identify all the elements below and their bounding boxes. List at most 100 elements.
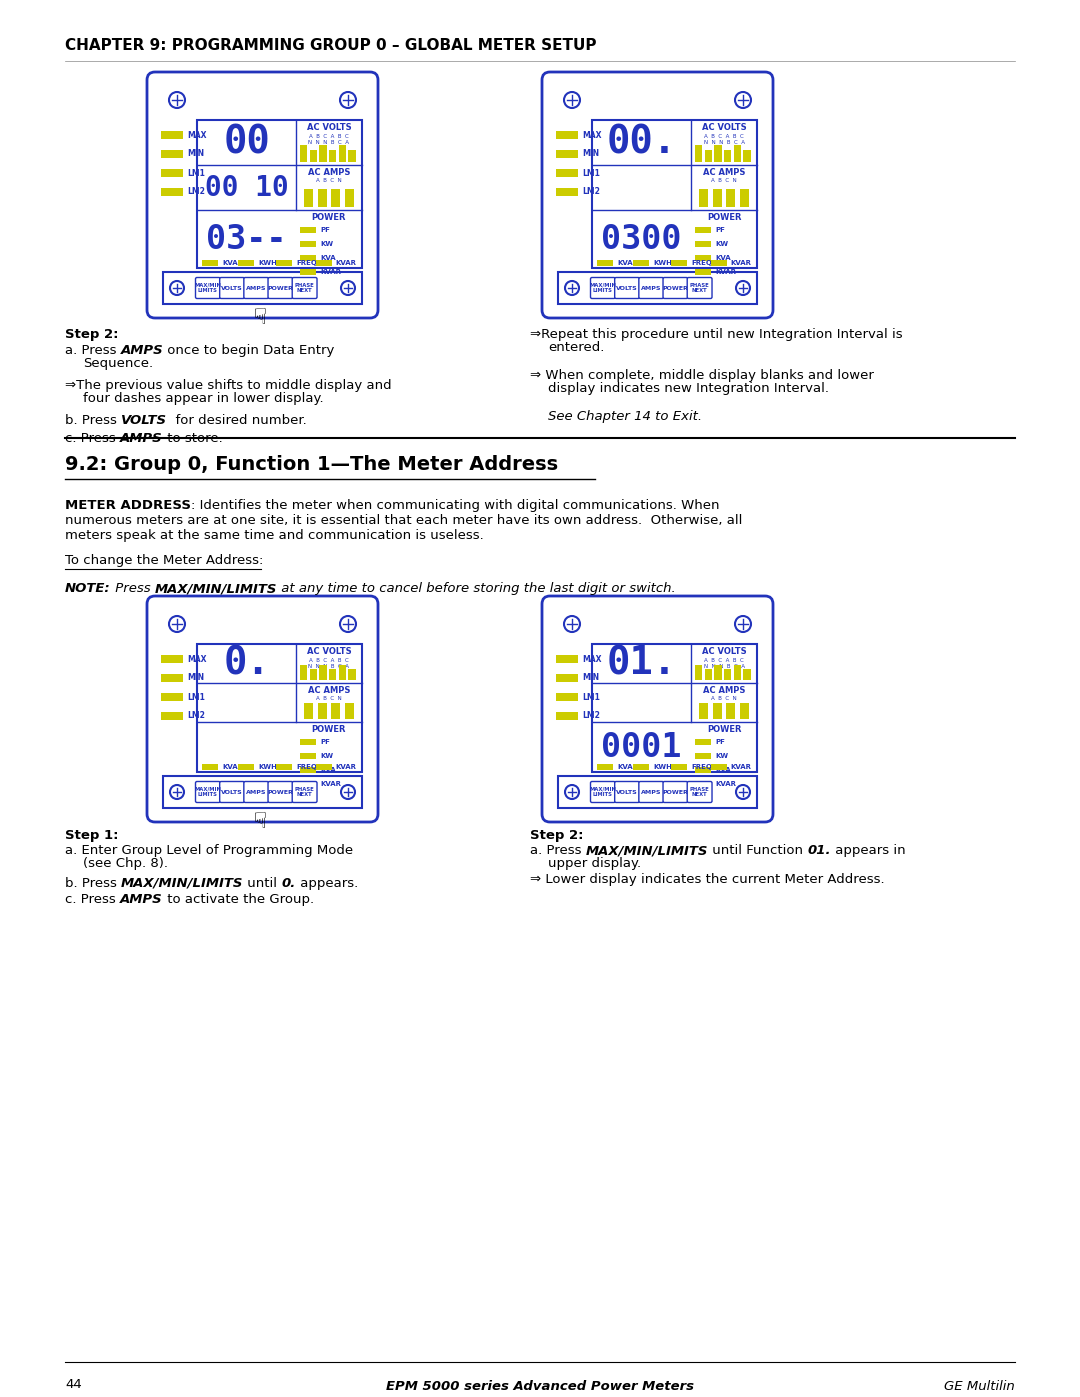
- Text: 00 10: 00 10: [204, 173, 288, 201]
- Bar: [300, 242, 316, 247]
- Text: upper display.: upper display.: [548, 856, 642, 870]
- Text: LM1: LM1: [187, 169, 205, 177]
- Bar: [161, 655, 183, 664]
- Bar: [161, 149, 183, 158]
- Text: for desired number.: for desired number.: [167, 414, 307, 427]
- Text: Step 1:: Step 1:: [65, 828, 119, 842]
- Text: AC VOLTS: AC VOLTS: [307, 647, 351, 655]
- Bar: [556, 149, 578, 158]
- Text: until: until: [243, 877, 282, 890]
- FancyBboxPatch shape: [268, 781, 293, 802]
- FancyBboxPatch shape: [219, 278, 244, 299]
- Text: AMPS: AMPS: [246, 789, 267, 795]
- Text: AC VOLTS: AC VOLTS: [307, 123, 351, 131]
- Text: MAX/MIN
LIMITS: MAX/MIN LIMITS: [590, 282, 617, 293]
- Text: POWER: POWER: [312, 212, 347, 222]
- Bar: [349, 149, 355, 162]
- Text: FREQ: FREQ: [691, 764, 712, 770]
- FancyBboxPatch shape: [268, 278, 293, 299]
- Text: AC VOLTS: AC VOLTS: [702, 647, 746, 655]
- Bar: [597, 260, 613, 265]
- Text: PHASE
NEXT: PHASE NEXT: [295, 787, 314, 798]
- Text: POWER: POWER: [662, 285, 688, 291]
- Text: c. Press: c. Press: [65, 432, 120, 446]
- Text: AC AMPS: AC AMPS: [703, 686, 745, 694]
- Text: Press: Press: [110, 583, 154, 595]
- Text: KVAR: KVAR: [320, 781, 341, 787]
- Bar: [339, 665, 346, 680]
- Bar: [300, 665, 307, 680]
- Text: KVAR: KVAR: [731, 764, 752, 770]
- Text: See Chapter 14 to Exit.: See Chapter 14 to Exit.: [548, 409, 702, 423]
- Text: 01.: 01.: [607, 644, 676, 683]
- Bar: [696, 739, 711, 745]
- Bar: [743, 669, 751, 680]
- Bar: [276, 260, 293, 265]
- Bar: [558, 272, 757, 305]
- Bar: [743, 149, 751, 162]
- Bar: [696, 270, 711, 275]
- Bar: [556, 673, 578, 682]
- FancyBboxPatch shape: [615, 781, 639, 802]
- Bar: [699, 704, 708, 719]
- Bar: [671, 764, 687, 770]
- Text: MIN: MIN: [582, 149, 599, 158]
- Bar: [714, 665, 721, 680]
- Text: NOTE:: NOTE:: [65, 583, 110, 595]
- Bar: [556, 693, 578, 701]
- Bar: [558, 775, 757, 807]
- Text: 00.: 00.: [607, 123, 676, 162]
- Text: PF: PF: [715, 739, 725, 745]
- Bar: [699, 189, 708, 207]
- Bar: [740, 704, 748, 719]
- Text: ☞: ☞: [246, 306, 267, 326]
- Bar: [696, 242, 711, 247]
- Text: LM2: LM2: [582, 711, 599, 721]
- Bar: [330, 189, 340, 207]
- FancyBboxPatch shape: [687, 278, 712, 299]
- FancyBboxPatch shape: [293, 278, 318, 299]
- Text: LM1: LM1: [582, 693, 599, 701]
- Text: VOLTS: VOLTS: [221, 789, 243, 795]
- Text: (see Chp. 8).: (see Chp. 8).: [83, 856, 168, 870]
- Bar: [318, 189, 327, 207]
- Text: KVAH: KVAH: [222, 260, 243, 265]
- Text: ⇒Repeat this procedure until new Integration Interval is: ⇒Repeat this procedure until new Integra…: [530, 328, 903, 341]
- Text: POWER: POWER: [706, 212, 741, 222]
- Bar: [592, 120, 757, 268]
- Text: AMPS: AMPS: [642, 285, 662, 291]
- Bar: [161, 131, 183, 138]
- FancyBboxPatch shape: [195, 781, 220, 802]
- Text: To change the Meter Address:: To change the Meter Address:: [65, 555, 264, 567]
- Text: appears.: appears.: [296, 877, 359, 890]
- Bar: [239, 764, 254, 770]
- Text: MAX/MIN
LIMITS: MAX/MIN LIMITS: [194, 787, 221, 798]
- Text: KVAH: KVAH: [617, 260, 638, 265]
- Bar: [300, 145, 307, 162]
- Bar: [276, 764, 293, 770]
- Bar: [161, 169, 183, 177]
- Text: POWER: POWER: [268, 285, 294, 291]
- Bar: [713, 704, 721, 719]
- Bar: [696, 228, 711, 233]
- Text: N  N  N  B  C  A: N N N B C A: [309, 665, 350, 669]
- Text: KVAR: KVAR: [715, 270, 735, 275]
- Text: AMPS: AMPS: [121, 344, 163, 358]
- Text: entered.: entered.: [548, 341, 605, 353]
- Text: once to begin Data Entry: once to begin Data Entry: [163, 344, 335, 358]
- Bar: [318, 704, 327, 719]
- Bar: [704, 149, 712, 162]
- Text: KVAH: KVAH: [222, 764, 243, 770]
- Text: A  B  C  A  B  C: A B C A B C: [704, 658, 744, 662]
- Text: appears in: appears in: [831, 844, 905, 856]
- Bar: [315, 764, 332, 770]
- Text: LM2: LM2: [187, 711, 205, 721]
- Bar: [556, 131, 578, 138]
- Text: 9.2: Group 0, Function 1—The Meter Address: 9.2: Group 0, Function 1—The Meter Addre…: [65, 454, 558, 474]
- Text: KVA: KVA: [320, 256, 336, 261]
- Text: 00: 00: [224, 123, 270, 162]
- Text: MAX: MAX: [187, 130, 206, 140]
- Text: KW: KW: [320, 242, 333, 247]
- Bar: [733, 145, 741, 162]
- Text: MIN: MIN: [187, 673, 204, 683]
